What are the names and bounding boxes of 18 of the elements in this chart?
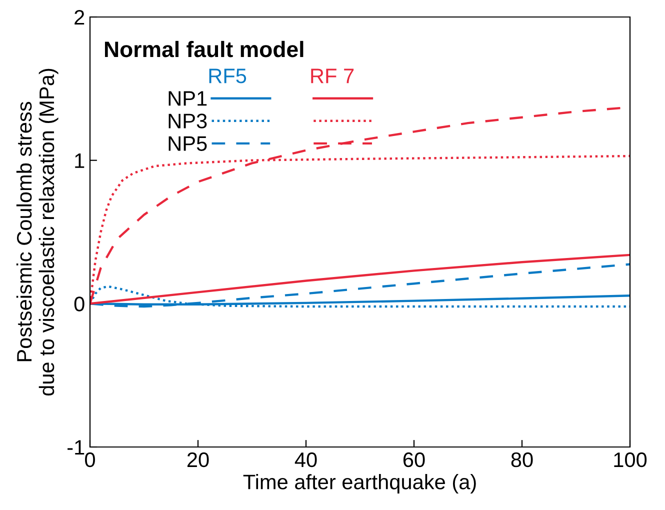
x-tick-label: 40 — [294, 452, 317, 468]
y-axis-title: Postseismic Coulomb stress due to viscoelastic relaxation (MPa) — [16, 68, 58, 396]
y-tick-label: 2 — [74, 10, 84, 25]
x-tick-label: 100 — [614, 452, 647, 468]
y-tick-label: 1 — [75, 154, 84, 168]
y-tick-label: 0 — [74, 296, 84, 312]
legend-label: NP1 — [168, 91, 207, 106]
x-axis-title: Time after earthquake (a) — [243, 474, 476, 494]
annotation: RF 7 — [311, 68, 354, 84]
x-tick-label: 80 — [511, 452, 533, 468]
legend-label: NP3 — [168, 114, 207, 128]
x-tick-label: 0 — [85, 452, 95, 468]
x-tick-label: 60 — [403, 452, 425, 468]
annotation: RF5 — [209, 68, 246, 84]
legend-label: NP5 — [168, 136, 207, 151]
y-tick-label: -1 — [68, 440, 84, 455]
text: Normal fault model — [104, 40, 304, 58]
x-tick-label: 20 — [187, 452, 209, 468]
